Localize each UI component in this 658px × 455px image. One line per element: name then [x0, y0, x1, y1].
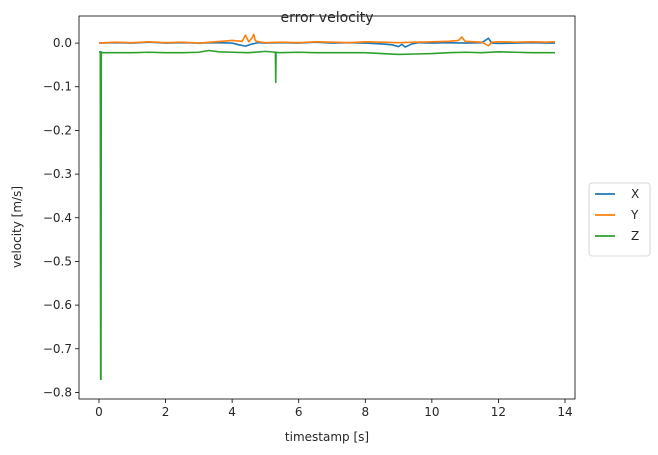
y-tick-label: −0.8	[43, 385, 72, 399]
x-tick-label: 2	[162, 405, 170, 419]
y-tick-label: −0.5	[43, 254, 72, 268]
x-tick-label: 14	[557, 405, 572, 419]
chart-title: error velocity	[280, 10, 373, 26]
x-axis-ticks: 0 2 4 6 8 10 12 14	[95, 399, 573, 419]
legend-label-y: Y	[630, 208, 639, 222]
x-tick-label: 12	[491, 405, 506, 419]
x-tick-label: 8	[361, 405, 369, 419]
plot-series-group	[98, 33, 556, 381]
y-tick-label: −0.6	[43, 298, 72, 312]
x-tick-label: 10	[424, 405, 439, 419]
y-tick-label: −0.7	[43, 342, 72, 356]
x-axis-label: timestamp [s]	[285, 430, 369, 444]
series-line-y	[98, 33, 556, 47]
x-tick-label: 6	[295, 405, 303, 419]
y-tick-label: −0.2	[43, 123, 72, 137]
legend-label-x: X	[631, 187, 639, 201]
y-tick-label: −0.3	[43, 167, 72, 181]
y-tick-label: −0.4	[43, 211, 72, 225]
y-tick-label: 0.0	[53, 36, 72, 50]
axes-frame	[78, 15, 576, 400]
legend: XYZ	[588, 182, 651, 257]
x-tick-label: 4	[228, 405, 236, 419]
x-tick-label: 0	[95, 405, 103, 419]
y-axis-ticks: 0.0 −0.1 −0.2 −0.3 −0.4 −0.5 −0.6 −0.7 −0.8	[43, 36, 79, 399]
series-line-z	[98, 49, 556, 381]
legend-label-z: Z	[631, 229, 639, 243]
y-tick-label: −0.1	[43, 80, 72, 94]
y-axis-label: velocity [m/s]	[10, 186, 24, 268]
legend-frame	[588, 182, 651, 257]
